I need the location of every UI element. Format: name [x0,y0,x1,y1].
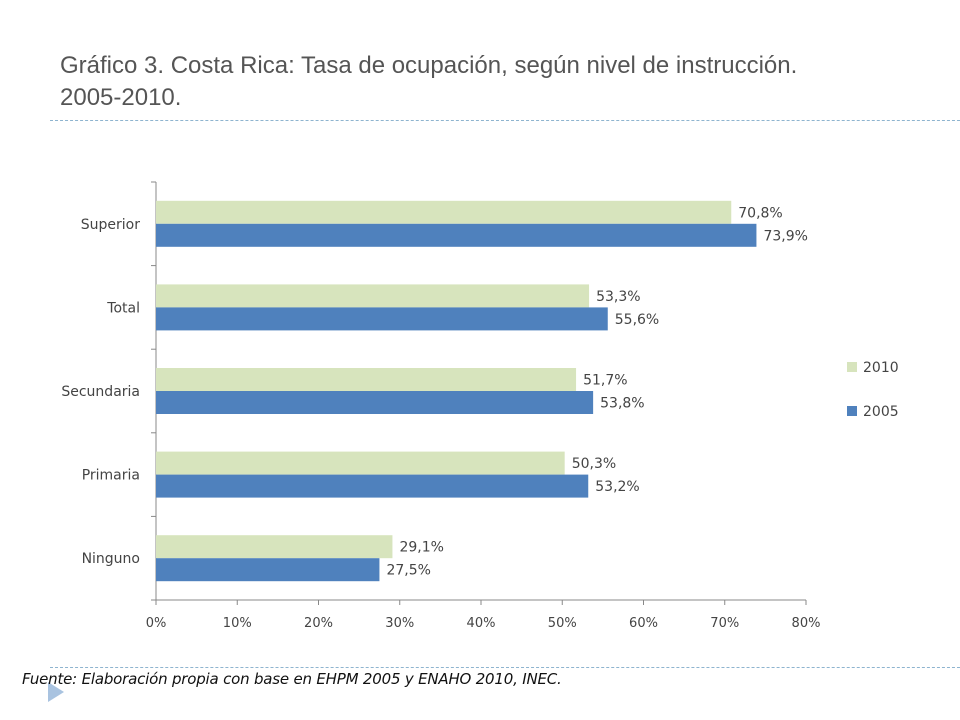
bar-2010 [156,200,732,224]
bar-chart: 0% 10% 20% 30% 40% 50% 60% 70% 80% Superior 70,8% 7… [61,181,899,631]
x-tick-label: 10% [223,616,252,631]
x-tick-label: 60% [629,616,658,631]
y-category-label: Superior [81,217,140,233]
y-category-label: Total [106,300,140,316]
slide-title-line1: Gráfico 3. Costa Rica: Tasa de ocupación… [60,52,798,79]
source-note: Fuente: Elaboración propia con base en E… [22,670,562,688]
bar-2010 [156,284,590,308]
bar-2010 [156,535,393,559]
y-category-label: Secundaria [61,384,140,400]
x-tick-label: 50% [548,616,577,631]
bullet-arrow-icon [48,682,64,702]
slide-title: Gráfico 3. Costa Rica: Tasa de ocupación… [60,50,920,114]
top-divider [50,120,960,121]
bar-2005 [156,558,380,582]
x-tick-label: 20% [304,616,333,631]
bar-data-label: 29,1% [399,540,443,556]
bar-2005 [156,307,608,331]
bar-2005 [156,474,589,498]
bar-data-label: 50,3% [572,456,616,472]
x-tick-label: 30% [385,616,414,631]
bar-data-label: 51,7% [583,373,627,389]
legend-swatch-2005 [847,406,857,416]
bar-2010 [156,451,565,475]
legend-label-2010: 2010 [863,360,899,376]
y-category-label: Ninguno [82,551,140,567]
legend-swatch-2010 [847,362,857,372]
bar-data-label: 53,8% [600,396,644,412]
x-tick-label: 0% [146,616,167,631]
y-category-label: Primaria [82,468,140,484]
bar-data-label: 55,6% [615,312,659,328]
bar-data-label: 73,9% [763,228,807,244]
x-tick-label: 40% [467,616,496,631]
bar-2010 [156,368,577,391]
slide-title-line2: 2005-2010. [60,84,182,111]
bar-data-label: 53,3% [596,289,640,305]
bar-data-label: 70,8% [738,205,782,221]
bar-2005 [156,223,757,247]
x-tick-label: 80% [792,616,821,631]
x-tick-label: 70% [710,616,739,631]
legend-label-2005: 2005 [863,404,899,420]
bar-data-label: 27,5% [386,563,430,579]
bottom-divider [50,667,960,668]
bar-data-label: 53,2% [595,479,639,495]
bar-2005 [156,391,594,414]
